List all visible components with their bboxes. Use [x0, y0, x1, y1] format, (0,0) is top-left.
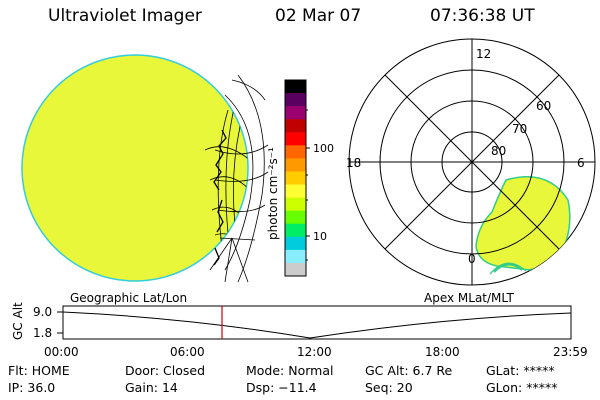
- altitude-plot: 9.0 1.8 GC Alt 00:00 06:00 12:00 18:00 2…: [11, 302, 588, 359]
- dsp-value: −11.4: [278, 380, 317, 395]
- colorbar-label: photon cm⁻²s⁻¹: [266, 147, 280, 240]
- colorbar-segment: [285, 236, 306, 251]
- coastline: [213, 129, 227, 266]
- lat-label-60: 60: [536, 99, 551, 113]
- geographic-image: [21, 54, 269, 283]
- colorbar-segment: [285, 93, 306, 107]
- date-label: 02 Mar 07: [275, 6, 362, 26]
- colorbar-segment: [285, 132, 306, 146]
- time-tick-1800: 18:00: [425, 345, 460, 359]
- colorbar-tick-10: 10: [313, 230, 327, 243]
- colorbar-segment: [285, 80, 306, 94]
- status-gc-alt: GC Alt: 6.7 Re: [365, 363, 453, 378]
- colorbar-segment: [285, 119, 306, 133]
- glat-value: *****: [523, 363, 555, 378]
- colorbar-tick-100: 100: [313, 142, 334, 155]
- colorbar-segment: [285, 197, 306, 212]
- colorbar-segment: [285, 184, 306, 199]
- seq-value: 20: [396, 380, 413, 395]
- glon-value: *****: [526, 380, 558, 395]
- status-gain: Gain: 14: [125, 380, 178, 395]
- colorbar-segment: [285, 262, 306, 277]
- status-glon: GLon: *****: [486, 380, 558, 395]
- graticule-lines-outside: [209, 74, 269, 283]
- time-tick-2359: 23:59: [553, 345, 588, 359]
- time-tick-1200: 12:00: [297, 345, 332, 359]
- door-value: Closed: [163, 363, 206, 378]
- alt-axis-label: GC Alt: [11, 302, 25, 340]
- colorbar-segment: [285, 106, 306, 120]
- status-dsp: Dsp: −11.4: [246, 380, 317, 395]
- gain-value: 14: [161, 380, 178, 395]
- flt-value: HOME: [31, 363, 70, 378]
- aurora-region: [475, 176, 571, 275]
- alt-tick-high: 9.0: [33, 305, 52, 319]
- status-flt: Flt: HOME: [8, 363, 70, 378]
- time-tick-0000: 00:00: [44, 345, 79, 359]
- alt-tick-low: 1.8: [33, 326, 52, 340]
- lat-label-80: 80: [491, 144, 506, 158]
- colorbar-segment: [285, 145, 306, 159]
- status-mode: Mode: Normal: [246, 363, 334, 378]
- status-glat: GLat: *****: [486, 363, 555, 378]
- colorbar: 100 10 photon cm⁻²s⁻¹: [266, 79, 334, 277]
- status-seq: Seq: 20: [365, 380, 413, 395]
- polar-label-bottom: 0: [468, 252, 476, 266]
- colorbar-segment: [285, 158, 306, 172]
- polar-label-top: 12: [476, 47, 491, 61]
- time-tick-0600: 06:00: [170, 345, 205, 359]
- colorbar-segment: [285, 210, 306, 225]
- gc-alt-value: 6.7 Re: [412, 363, 453, 378]
- colorbar-segment: [285, 249, 306, 264]
- colorbar-segment: [285, 171, 306, 186]
- instrument-title: Ultraviolet Imager: [48, 6, 202, 26]
- lat-label-70: 70: [512, 122, 527, 136]
- polar-plot: 12 18 6 0 60 70 80: [346, 38, 596, 286]
- time-label: 07:36:38 UT: [430, 6, 535, 26]
- status-door: Door: Closed: [125, 363, 206, 378]
- polar-label-right: 6: [577, 156, 585, 170]
- mode-value: Normal: [288, 363, 334, 378]
- altitude-trace: [62, 311, 572, 339]
- geographic-caption: Geographic Lat/Lon: [70, 291, 188, 305]
- ip-value: 36.0: [27, 380, 56, 395]
- apex-caption: Apex MLat/MLT: [424, 291, 514, 305]
- status-ip: IP: 36.0: [8, 380, 56, 395]
- polar-label-left: 18: [346, 156, 361, 170]
- colorbar-segment: [285, 223, 306, 238]
